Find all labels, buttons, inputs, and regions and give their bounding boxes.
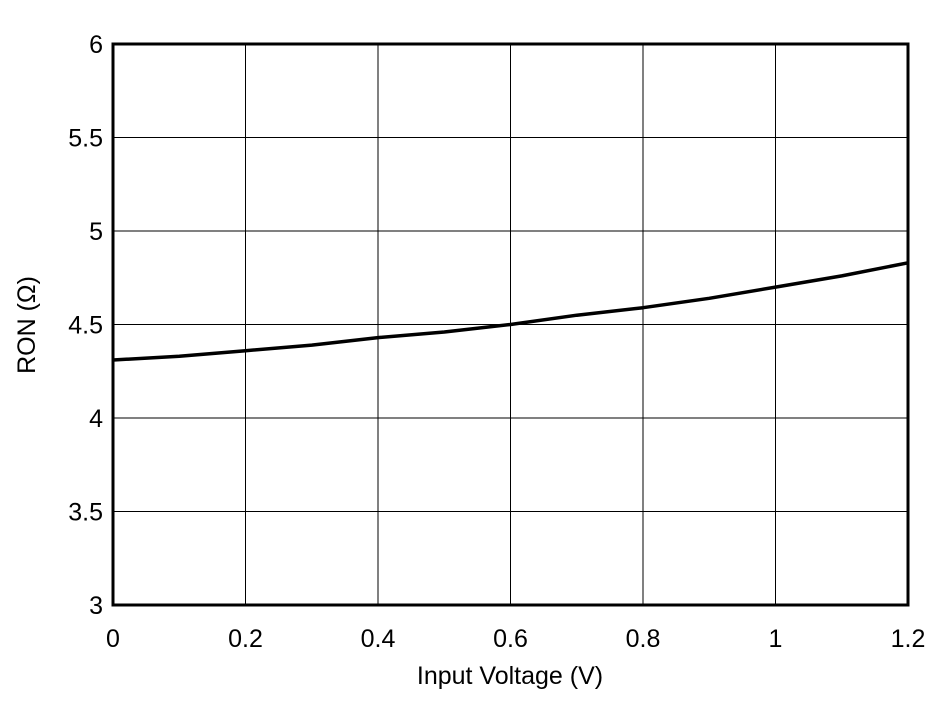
x-tick-labels: 0 0.2 0.4 0.6 0.8 1 1.2 xyxy=(106,625,925,653)
x-tick-label: 0.4 xyxy=(361,625,396,653)
y-tick-label: 6 xyxy=(89,31,103,59)
y-tick-label: 4 xyxy=(89,405,103,433)
y-axis-label: RON (Ω) xyxy=(13,276,41,374)
y-tick-label: 4.5 xyxy=(68,312,103,340)
y-tick-label: 5 xyxy=(89,218,103,246)
x-tick-label: 1 xyxy=(769,625,783,653)
x-tick-label: 0 xyxy=(106,625,120,653)
series-line xyxy=(112,261,909,362)
x-axis-label: Input Voltage (V) xyxy=(417,662,603,690)
y-tick-label: 3.5 xyxy=(68,499,103,527)
y-tick-labels: 3 3.5 4 4.5 5 5.5 6 xyxy=(68,31,103,620)
plot-frame xyxy=(111,42,910,607)
y-tick-label: 5.5 xyxy=(68,125,103,153)
x-tick-label: 0.8 xyxy=(626,625,661,653)
x-tick-label: 0.6 xyxy=(493,625,528,653)
series-layer xyxy=(112,261,909,362)
x-tick-label: 1.2 xyxy=(891,625,926,653)
x-tick-label: 0.2 xyxy=(228,625,263,653)
y-tick-label: 3 xyxy=(89,592,103,620)
